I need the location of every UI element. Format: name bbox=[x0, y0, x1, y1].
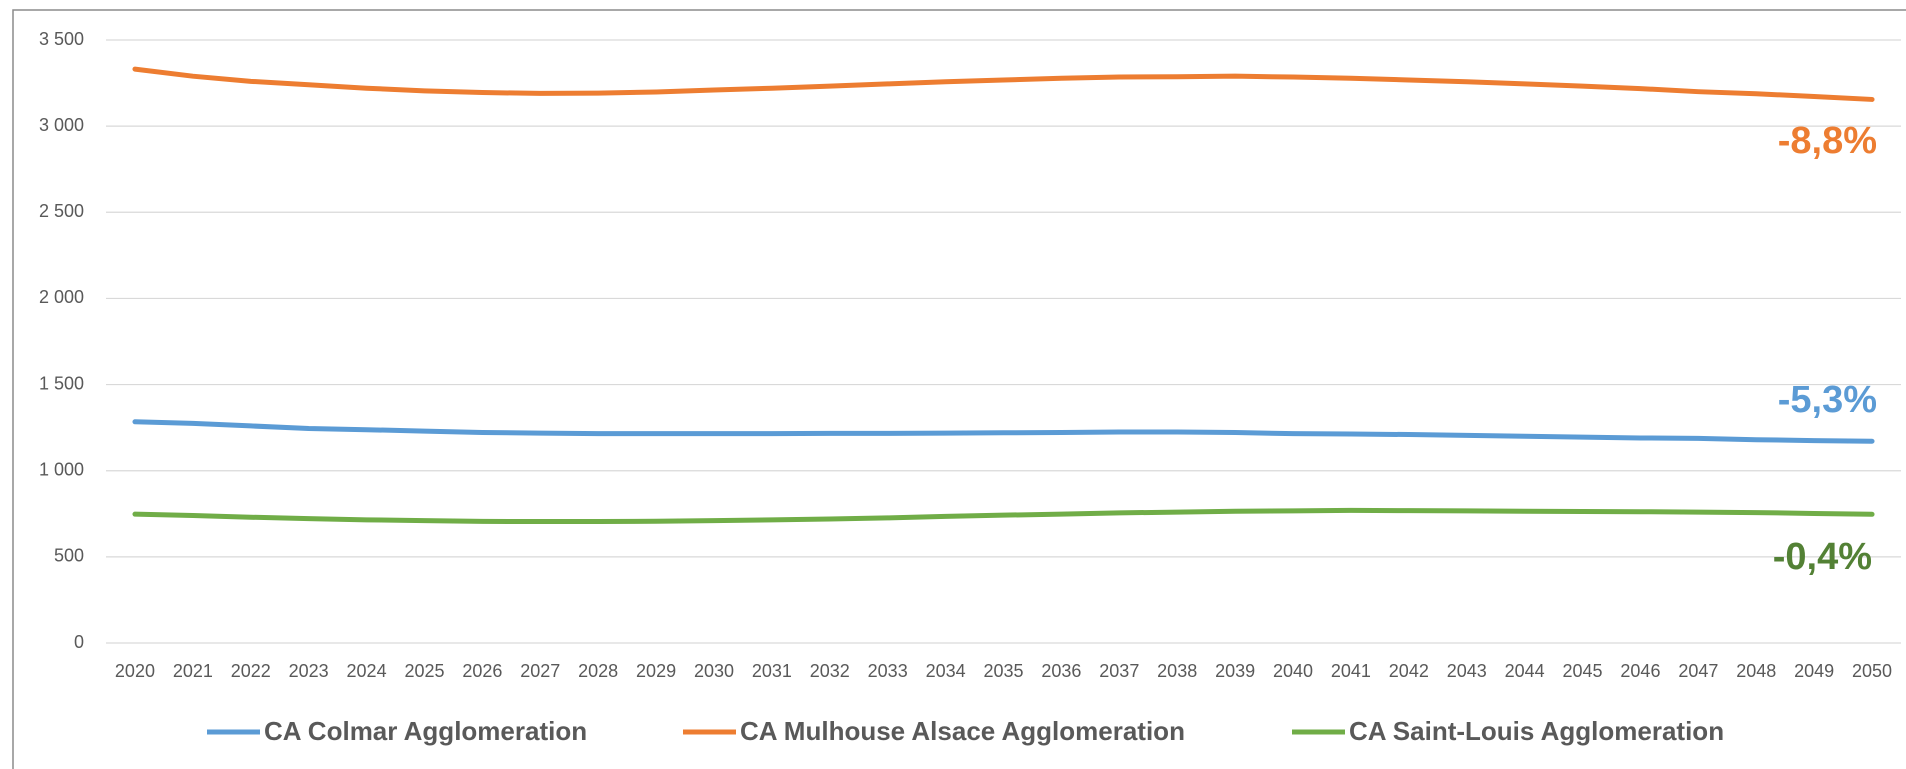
x-tick-label: 2039 bbox=[1215, 661, 1255, 681]
x-tick-label: 2043 bbox=[1447, 661, 1487, 681]
x-tick-label: 2037 bbox=[1099, 661, 1139, 681]
y-tick-label: 1 500 bbox=[39, 373, 84, 393]
legend-label: CA Saint-Louis Agglomeration bbox=[1349, 716, 1724, 746]
y-tick-label: 2 000 bbox=[39, 287, 84, 307]
x-tick-label: 2026 bbox=[462, 661, 502, 681]
x-tick-label: 2021 bbox=[173, 661, 213, 681]
x-tick-label: 2023 bbox=[289, 661, 329, 681]
x-tick-label: 2048 bbox=[1736, 661, 1776, 681]
legend-label: CA Mulhouse Alsace Agglomeration bbox=[740, 716, 1185, 746]
y-tick-label: 3 000 bbox=[39, 115, 84, 135]
series-line bbox=[132, 507, 1875, 525]
x-tick-label: 2035 bbox=[983, 661, 1023, 681]
legend-label: CA Colmar Agglomeration bbox=[264, 716, 587, 746]
x-tick-label: 2036 bbox=[1041, 661, 1081, 681]
y-tick-label: 1 000 bbox=[39, 459, 84, 479]
y-tick-label: 500 bbox=[54, 546, 84, 566]
x-tick-label: 2042 bbox=[1389, 661, 1429, 681]
x-tick-label: 2040 bbox=[1273, 661, 1313, 681]
annotation: -8,8% bbox=[1778, 120, 1877, 162]
x-tick-label: 2050 bbox=[1852, 661, 1892, 681]
annotation: -0,4% bbox=[1773, 536, 1872, 578]
x-tick-label: 2044 bbox=[1505, 661, 1545, 681]
y-tick-label: 0 bbox=[74, 632, 84, 652]
x-tick-label: 2041 bbox=[1331, 661, 1371, 681]
x-tick-label: 2028 bbox=[578, 661, 618, 681]
x-tick-label: 2045 bbox=[1563, 661, 1603, 681]
x-tick-label: 2030 bbox=[694, 661, 734, 681]
series-line bbox=[132, 419, 1875, 444]
x-tick-label: 2047 bbox=[1678, 661, 1718, 681]
x-tick-label: 2034 bbox=[926, 661, 966, 681]
x-tick-label: 2020 bbox=[115, 661, 155, 681]
x-tick-label: 2031 bbox=[752, 661, 792, 681]
x-tick-label: 2022 bbox=[231, 661, 271, 681]
x-tick-label: 2024 bbox=[347, 661, 387, 681]
series-line bbox=[132, 66, 1875, 102]
x-tick-label: 2025 bbox=[404, 661, 444, 681]
x-tick-label: 2046 bbox=[1620, 661, 1660, 681]
x-tick-label: 2049 bbox=[1794, 661, 1834, 681]
x-tick-label: 2029 bbox=[636, 661, 676, 681]
x-tick-label: 2038 bbox=[1157, 661, 1197, 681]
x-tick-label: 2032 bbox=[810, 661, 850, 681]
y-tick-label: 3 500 bbox=[39, 29, 84, 49]
x-tick-label: 2027 bbox=[520, 661, 560, 681]
chart-frame bbox=[12, 9, 1906, 769]
x-tick-label: 2033 bbox=[868, 661, 908, 681]
annotation: -5,3% bbox=[1778, 379, 1877, 421]
y-tick-label: 2 500 bbox=[39, 201, 84, 221]
